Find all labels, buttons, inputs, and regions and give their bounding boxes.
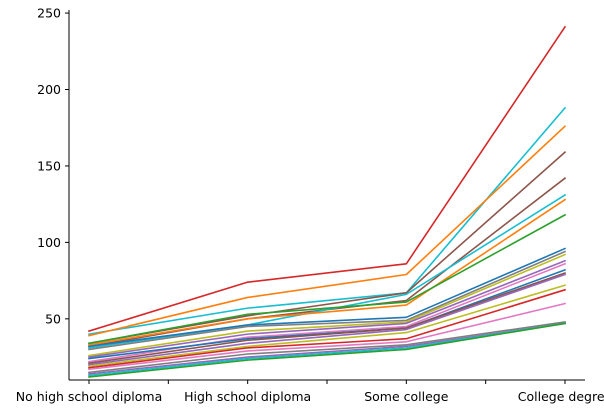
y-tick-label-50: 50 [45, 311, 61, 326]
x-tick-label-1: No high school diploma [16, 389, 163, 404]
y-tick-label-150: 150 [37, 158, 61, 173]
series-line-12 [88, 259, 567, 358]
series-line-17 [88, 284, 566, 368]
series-line-7 [88, 198, 567, 346]
series-line-15 [88, 271, 567, 365]
series-line-10 [88, 250, 567, 351]
series-line-18 [88, 288, 567, 369]
series-line-2 [88, 106, 567, 336]
series-line-16 [88, 273, 567, 366]
x-tick-label-3: Some college [364, 389, 449, 404]
series-line-1 [87, 25, 567, 333]
series-line-3 [88, 125, 567, 337]
series-line-11 [88, 253, 567, 357]
axes: 50 100 150 200 250 No high school diploma High… [16, 6, 604, 404]
x-tick-label-4: College degree [518, 389, 604, 404]
y-tick-label-100: 100 [37, 235, 61, 250]
series-group [87, 25, 567, 378]
x-tick-label-2: High school diploma [184, 389, 311, 404]
y-tick-label-200: 200 [37, 82, 61, 97]
series-line-6 [88, 193, 567, 349]
series-line-23 [88, 322, 566, 378]
y-tick-label-250: 250 [37, 6, 61, 21]
series-line-8 [88, 213, 567, 345]
series-line-20 [88, 320, 566, 374]
series-line-9 [88, 247, 567, 348]
series-line-19 [88, 302, 566, 371]
